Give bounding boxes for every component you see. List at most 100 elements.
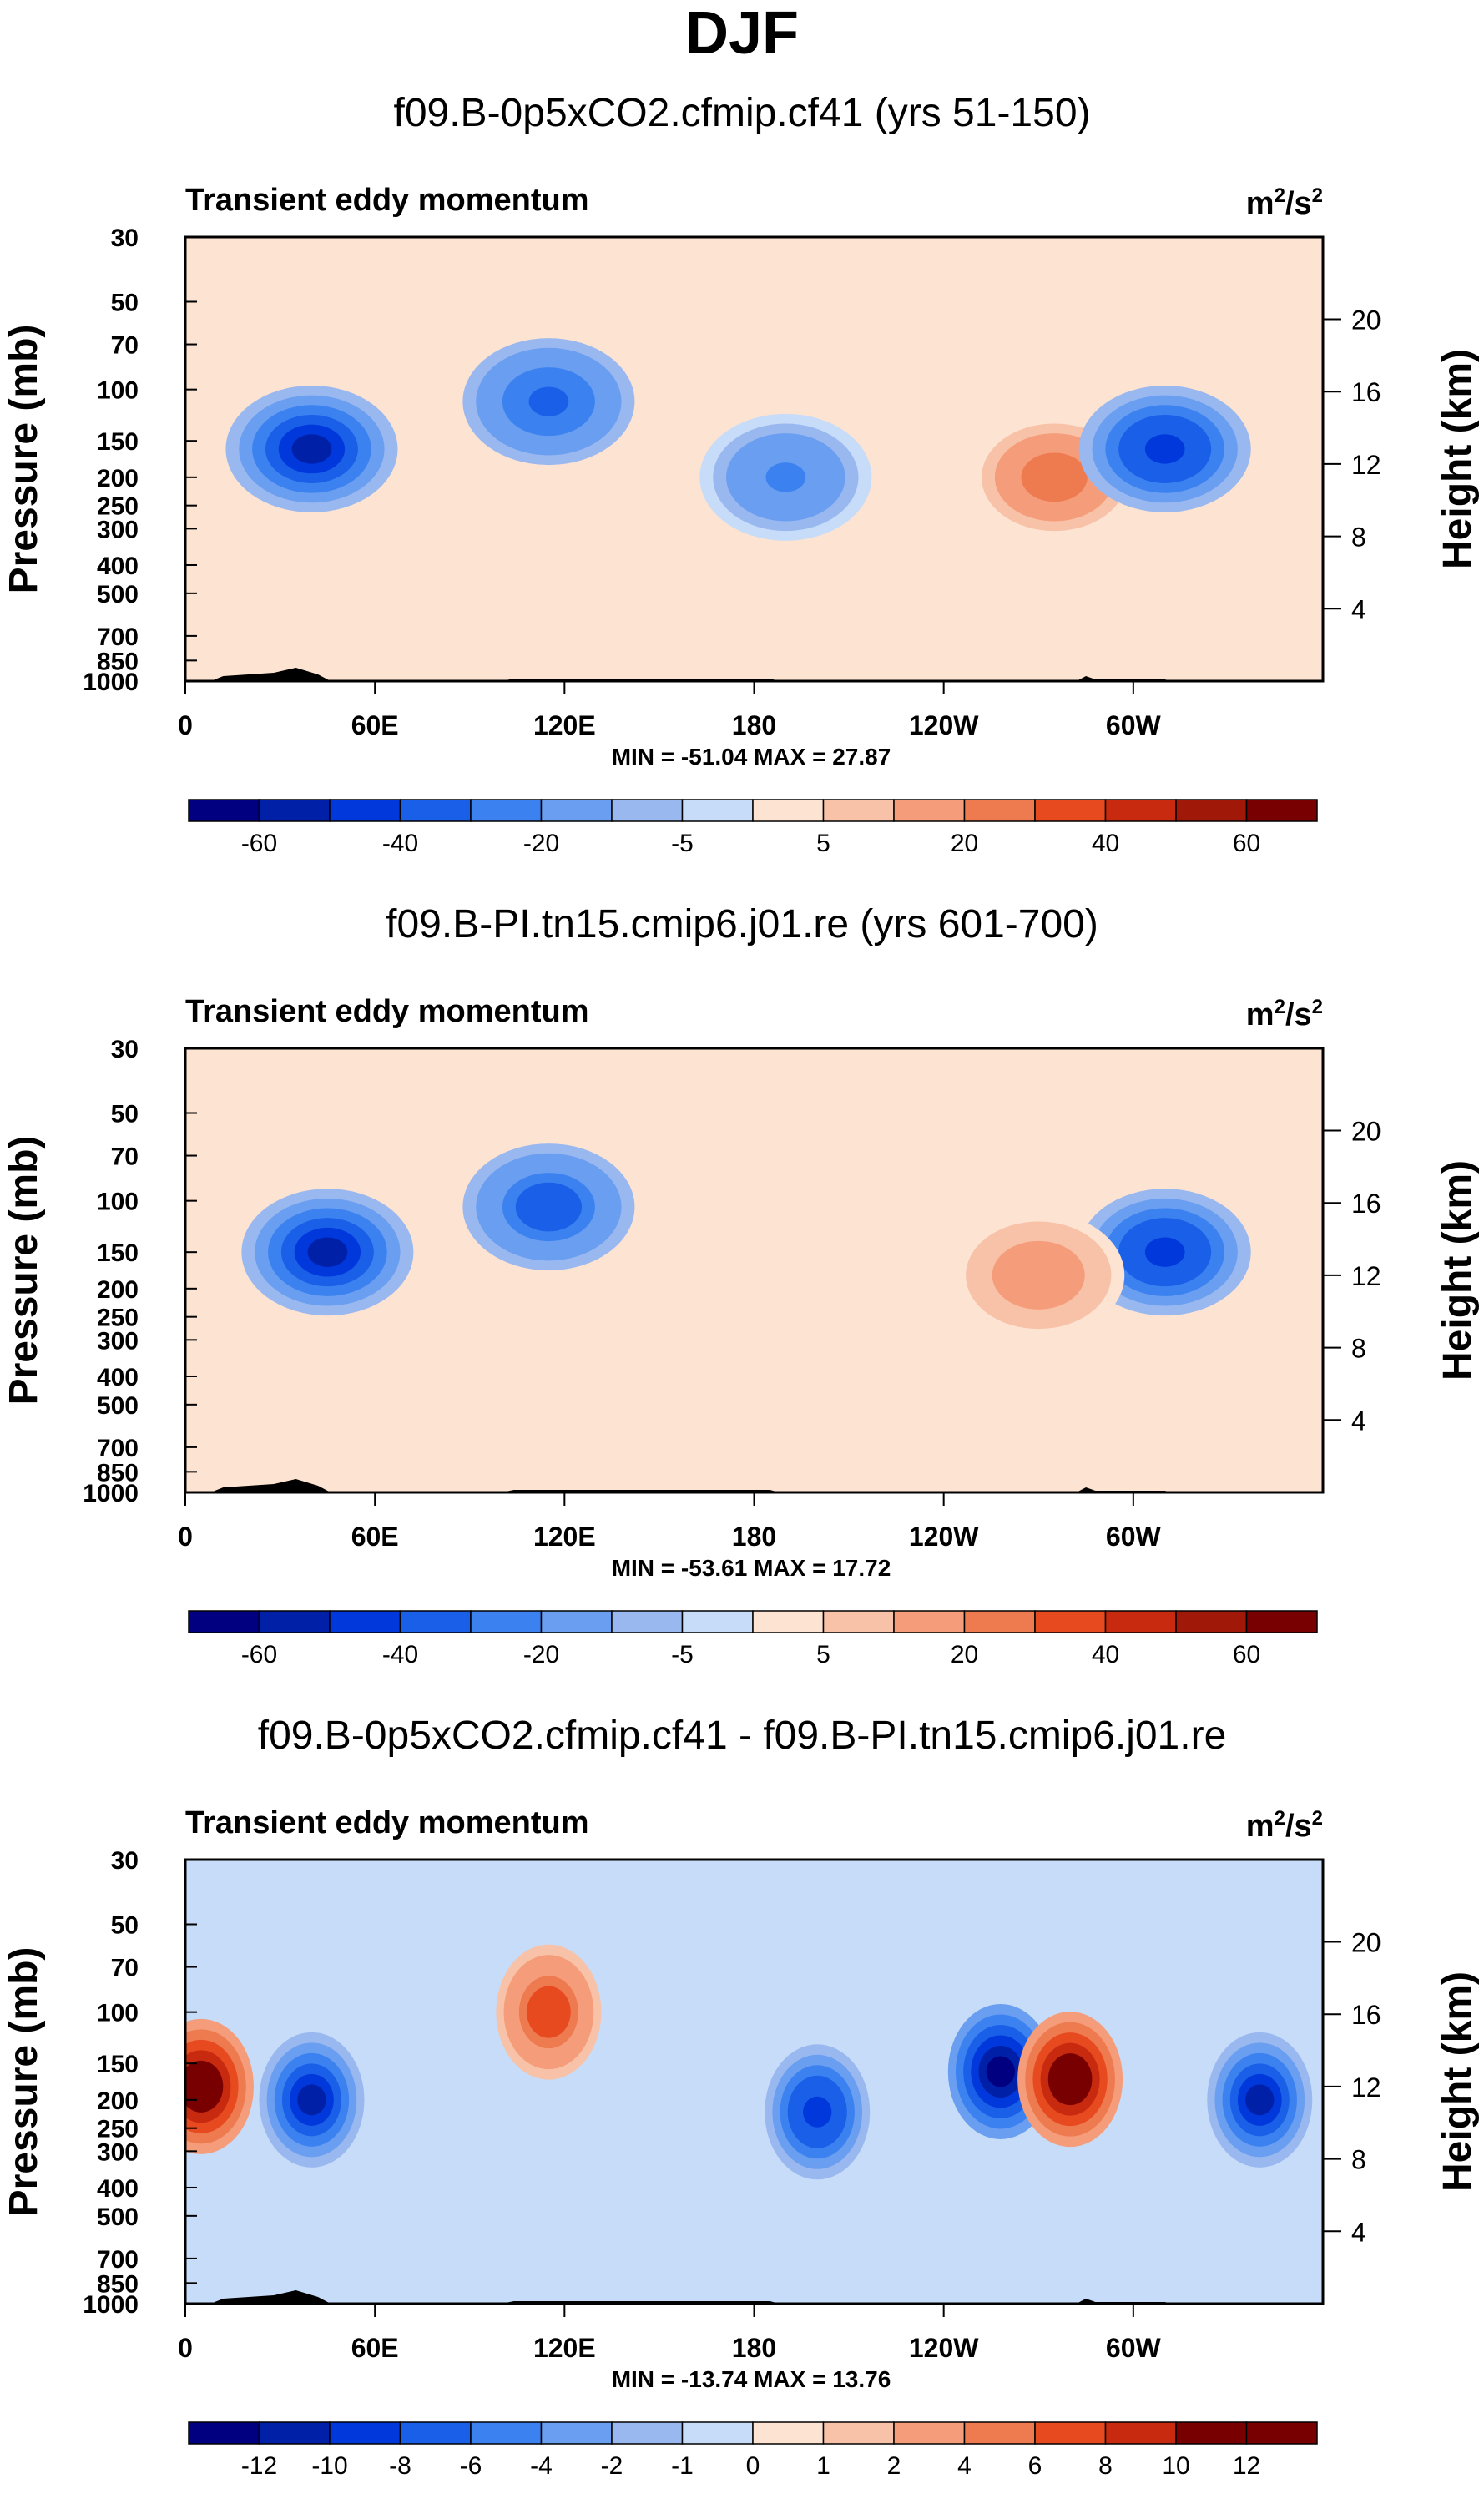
y2-axis-label: Height (km) xyxy=(1436,1160,1480,1381)
contour-feature xyxy=(259,2032,365,2168)
colorbar-swatch xyxy=(1104,1610,1177,1633)
colorbar-swatch xyxy=(258,2421,331,2445)
colorbar-label: -1 xyxy=(671,2452,694,2480)
contour-band xyxy=(1144,1237,1185,1267)
pressure-tick-label: 700 xyxy=(97,2246,139,2274)
colorbar-label: -40 xyxy=(382,830,418,857)
colorbar-swatch xyxy=(470,799,543,822)
pressure-tick-label: 50 xyxy=(111,1912,139,1940)
pressure-tick-label: 70 xyxy=(111,1143,139,1171)
pressure-tick-label: 1000 xyxy=(83,1480,139,1507)
colorbar-swatch xyxy=(329,799,401,822)
pressure-tick-label: 30 xyxy=(111,225,139,252)
pressure-tick-label: 70 xyxy=(111,332,139,360)
contour-feature xyxy=(699,413,872,541)
y-axis-label: Pressure (mb) xyxy=(2,1947,46,2217)
pressure-tick-label: 500 xyxy=(97,581,139,608)
contour-feature xyxy=(1207,2032,1313,2168)
panel-2: f09.B-PI.tn15.cmip6.j01.re (yrs 601-700)… xyxy=(0,901,1484,1703)
height-tick-label: 12 xyxy=(1351,2072,1381,2103)
min-max-label: MIN = -51.04 MAX = 27.87 xyxy=(612,744,891,770)
topography xyxy=(210,668,1172,681)
colorbar-swatch xyxy=(258,799,331,822)
pressure-tick-label: 850 xyxy=(97,648,139,675)
colorbar-label: -20 xyxy=(523,1641,559,1668)
pressure-tick-label: 300 xyxy=(97,516,139,543)
pressure-tick-label: 50 xyxy=(111,290,139,317)
colorbar-swatch xyxy=(681,1610,754,1633)
longitude-tick-label: 180 xyxy=(732,2333,776,2363)
colorbar-swatch xyxy=(188,799,260,822)
colorbar: -12 -10 -8 -6 -4 -2 -1 0 1 2 4 6 8 10 12 xyxy=(188,2421,1318,2480)
pressure-tick-label: 70 xyxy=(111,1955,139,1982)
colorbar-swatch xyxy=(540,799,613,822)
pressure-tick-label: 1000 xyxy=(83,2291,139,2319)
colorbar-swatch xyxy=(399,2421,472,2445)
pressure-tick-label: 30 xyxy=(111,1036,139,1063)
colorbar-label: -10 xyxy=(311,2452,347,2480)
colorbar-label: 5 xyxy=(816,1641,830,1668)
colorbar-label: 5 xyxy=(816,830,830,857)
pressure-tick-label: 100 xyxy=(97,2000,139,2027)
contour-feature xyxy=(765,2044,871,2180)
pressure-tick-label: 150 xyxy=(97,1239,139,1267)
colorbar-swatch xyxy=(822,1610,895,1633)
panel-3: f09.B-0p5xCO2.cfmip.cf41 - f09.B-PI.tn15… xyxy=(0,1713,1484,2514)
contour-feature xyxy=(496,1944,602,2080)
longitude-tick-label: 0 xyxy=(178,710,193,740)
y-axis-label: Pressure (mb) xyxy=(2,325,46,594)
height-tick-label: 4 xyxy=(1351,1406,1366,1436)
longitude-tick-label: 60W xyxy=(1106,2333,1162,2363)
pressure-tick-label: 200 xyxy=(97,465,139,492)
colorbar-label: 1 xyxy=(816,2452,830,2480)
height-tick-label: 8 xyxy=(1351,2145,1366,2175)
longitude-tick-label: 120W xyxy=(909,1522,979,1552)
colorbar: -60 -40 -20 -5 5 20 40 60 xyxy=(188,799,1318,857)
longitude-tick-label: 120E xyxy=(533,2333,596,2363)
colorbar-swatch xyxy=(540,2421,613,2445)
topography xyxy=(210,1479,1172,1492)
contour-field xyxy=(185,237,1323,681)
figure-title: DJF xyxy=(684,0,800,67)
longitude-tick-label: 180 xyxy=(732,710,776,740)
colorbar-swatch xyxy=(470,2421,543,2445)
contour-band xyxy=(297,2084,326,2116)
colorbar-swatch xyxy=(329,2421,401,2445)
longitude-tick-label: 120W xyxy=(909,710,979,740)
contour-band xyxy=(186,2071,216,2103)
pressure-tick-label: 1000 xyxy=(83,669,139,696)
min-max-label: MIN = -13.74 MAX = 13.76 xyxy=(612,2366,891,2392)
colorbar-swatch xyxy=(1034,1610,1107,1633)
contour-feature xyxy=(1078,385,1251,512)
colorbar-label: -8 xyxy=(389,2452,411,2480)
colorbar-label: -20 xyxy=(523,830,559,857)
height-tick-label: 8 xyxy=(1351,522,1366,553)
height-tick-label: 4 xyxy=(1351,2217,1366,2247)
panel-title: f09.B-PI.tn15.cmip6.j01.re (yrs 601-700) xyxy=(386,902,1098,947)
height-tick-label: 16 xyxy=(1351,2000,1381,2030)
contour-band xyxy=(307,1237,348,1267)
colorbar-label: 60 xyxy=(1233,830,1260,857)
pressure-tick-label: 250 xyxy=(97,1305,139,1332)
pressure-tick-label: 150 xyxy=(97,2051,139,2078)
pressure-tick-label: 250 xyxy=(97,493,139,521)
colorbar-label: -5 xyxy=(671,1641,694,1668)
contour-band xyxy=(291,434,332,464)
height-tick-label: 20 xyxy=(1351,1928,1381,1958)
colorbar-swatch xyxy=(963,1610,1036,1633)
panel-1: f09.B-0p5xCO2.cfmip.cf41 (yrs 51-150) 30… xyxy=(0,90,1484,891)
colorbar-label: -4 xyxy=(530,2452,553,2480)
colorbar-swatch xyxy=(1034,799,1107,822)
colorbar-label: 6 xyxy=(1028,2452,1042,2480)
pressure-tick-label: 400 xyxy=(97,2175,139,2203)
colorbar-swatch xyxy=(963,2421,1036,2445)
colorbar-swatch xyxy=(752,2421,825,2445)
units-label: m2/s2 xyxy=(1246,996,1323,1032)
colorbar-swatch xyxy=(681,2421,754,2445)
longitude-tick-label: 0 xyxy=(178,2333,193,2363)
contour-feature xyxy=(947,2003,1053,2139)
contour-band xyxy=(1245,2084,1275,2116)
colorbar-label: 20 xyxy=(951,1641,978,1668)
longitude-tick-label: 60W xyxy=(1106,1522,1162,1552)
colorbar-swatch xyxy=(329,1610,401,1633)
